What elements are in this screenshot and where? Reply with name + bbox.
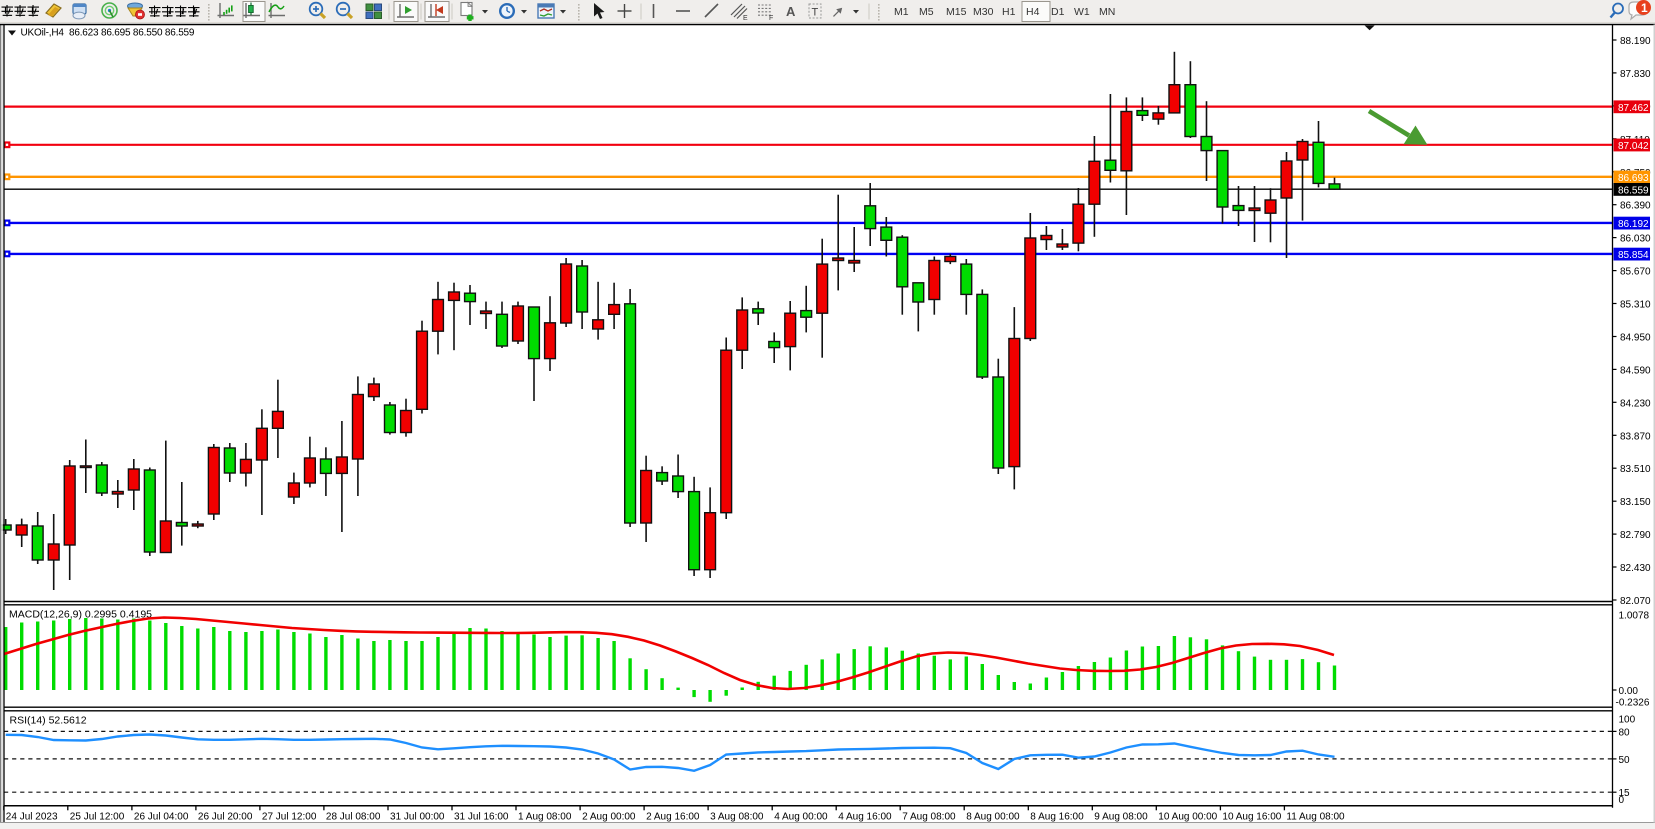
svg-text:1: 1: [1641, 1, 1648, 15]
svg-text:M30: M30: [973, 6, 994, 18]
svg-text:0: 0: [1619, 795, 1625, 806]
svg-text:85.670: 85.670: [1620, 267, 1651, 278]
svg-text:26 Jul 20:00: 26 Jul 20:00: [198, 812, 253, 823]
svg-text:24 Jul 2023: 24 Jul 2023: [6, 812, 58, 823]
svg-text:25 Jul 12:00: 25 Jul 12:00: [70, 812, 125, 823]
svg-text:W1: W1: [1074, 6, 1090, 18]
svg-text:H1: H1: [1002, 6, 1016, 18]
svg-text:84.950: 84.950: [1620, 333, 1651, 344]
svg-text:50: 50: [1619, 755, 1631, 766]
svg-text:T: T: [812, 7, 819, 19]
svg-text:82.430: 82.430: [1620, 563, 1651, 574]
svg-text:87.830: 87.830: [1620, 69, 1651, 80]
svg-text:82.790: 82.790: [1620, 530, 1651, 541]
svg-text:MN: MN: [1099, 6, 1115, 18]
svg-text:D1: D1: [1051, 6, 1065, 18]
svg-text:2 Aug 00:00: 2 Aug 00:00: [582, 812, 636, 823]
svg-text:3 Aug 08:00: 3 Aug 08:00: [710, 812, 764, 823]
svg-text:86.192: 86.192: [1618, 219, 1649, 230]
svg-text:7 Aug 08:00: 7 Aug 08:00: [902, 812, 956, 823]
svg-text:85.854: 85.854: [1618, 250, 1649, 261]
svg-text:15: 15: [1619, 788, 1631, 799]
svg-text:UKOil-,H4: UKOil-,H4: [21, 28, 65, 39]
svg-text:84.230: 84.230: [1620, 398, 1651, 409]
svg-text:86.693: 86.693: [1618, 173, 1649, 184]
svg-text:11 Aug 08:00: 11 Aug 08:00: [1286, 812, 1345, 823]
svg-text:31 Jul 00:00: 31 Jul 00:00: [390, 812, 445, 823]
svg-text:E: E: [743, 15, 748, 22]
svg-text:8 Aug 00:00: 8 Aug 00:00: [966, 812, 1020, 823]
svg-text:4 Aug 00:00: 4 Aug 00:00: [774, 812, 828, 823]
svg-text:27 Jul 12:00: 27 Jul 12:00: [262, 812, 317, 823]
svg-text:86.559: 86.559: [1618, 186, 1649, 197]
svg-text:9 Aug 08:00: 9 Aug 08:00: [1094, 812, 1148, 823]
svg-text:MACD(12,26,9) 0.2995 0.4195: MACD(12,26,9) 0.2995 0.4195: [9, 609, 152, 621]
svg-text:RSI(14) 52.5612: RSI(14) 52.5612: [10, 715, 87, 727]
svg-text:H4: H4: [1026, 6, 1040, 18]
svg-text:8 Aug 16:00: 8 Aug 16:00: [1030, 812, 1084, 823]
svg-text:83.870: 83.870: [1620, 431, 1651, 442]
svg-text:83.150: 83.150: [1620, 497, 1651, 508]
svg-text:82.070: 82.070: [1620, 596, 1651, 607]
svg-text:88.190: 88.190: [1620, 36, 1651, 47]
svg-text:85.310: 85.310: [1620, 300, 1651, 311]
svg-text:M5: M5: [919, 6, 934, 18]
svg-text:100: 100: [1619, 715, 1636, 726]
svg-text:83.510: 83.510: [1620, 464, 1651, 475]
svg-text:A: A: [786, 4, 796, 19]
svg-text:80: 80: [1619, 727, 1631, 738]
svg-text:86.390: 86.390: [1620, 201, 1651, 212]
svg-text:4 Aug 16:00: 4 Aug 16:00: [838, 812, 892, 823]
svg-text:1 Aug 08:00: 1 Aug 08:00: [518, 812, 572, 823]
svg-text:86.030: 86.030: [1620, 234, 1651, 245]
svg-text:2 Aug 16:00: 2 Aug 16:00: [646, 812, 700, 823]
svg-text:10 Aug 00:00: 10 Aug 00:00: [1158, 812, 1217, 823]
svg-text:87.462: 87.462: [1618, 103, 1649, 114]
svg-text:86.623 86.695 86.550 86.559: 86.623 86.695 86.550 86.559: [69, 28, 195, 39]
svg-text:0.00: 0.00: [1619, 686, 1639, 697]
svg-text:M15: M15: [946, 6, 967, 18]
svg-text:1.0078: 1.0078: [1619, 611, 1650, 622]
svg-text:10 Aug 16:00: 10 Aug 16:00: [1222, 812, 1281, 823]
svg-text:84.590: 84.590: [1620, 365, 1651, 376]
svg-text:-0.2326: -0.2326: [1616, 698, 1650, 709]
svg-text:F: F: [769, 15, 773, 22]
svg-text:28 Jul 08:00: 28 Jul 08:00: [326, 812, 381, 823]
svg-text:31 Jul 16:00: 31 Jul 16:00: [454, 812, 509, 823]
svg-text:M1: M1: [894, 6, 909, 18]
svg-text:87.042: 87.042: [1618, 141, 1649, 152]
svg-text:26 Jul 04:00: 26 Jul 04:00: [134, 812, 189, 823]
